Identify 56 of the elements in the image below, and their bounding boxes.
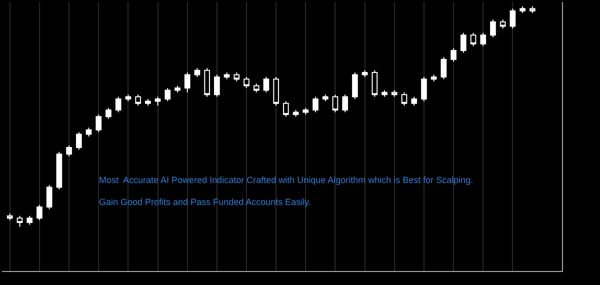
candlestick [470,32,476,47]
candlestick [46,184,52,210]
candlestick [421,76,427,102]
candlestick [362,70,368,78]
candlestick [244,76,250,88]
candlestick [66,144,72,157]
candlestick [372,70,378,98]
candlestick [440,56,447,80]
candlestick [86,127,92,137]
candlestick [430,74,437,82]
candlestick [174,85,180,93]
candlestick [56,151,62,190]
candlestick [96,114,102,133]
candlestick [401,92,408,106]
candlestick [391,90,398,98]
candlestick [164,87,171,102]
candlestick [460,32,466,54]
candlestick [322,94,328,102]
candlestick [312,96,318,113]
annotation: Gain Good Profits and Pass Funded Accounts Easily. [99,197,311,207]
candlestick [352,72,358,100]
candlestick [125,94,132,102]
candlestick [26,215,33,226]
candlestick [302,107,309,115]
candlestick [411,96,418,106]
candlestick [342,94,348,113]
candlestick [332,94,338,113]
candlestick [76,132,82,150]
candlestick [253,83,260,93]
candlestick [382,90,388,98]
candlestick [224,72,230,80]
candlestick [234,72,240,82]
candlestick [283,100,289,118]
candlestick [184,72,190,93]
candlestick [16,215,23,228]
candlestick [292,110,299,118]
candlestick [145,98,151,106]
candlestick [214,74,220,98]
candlestick [450,48,456,62]
candlestick [480,32,486,47]
candlestick [500,19,506,29]
candlestick [106,107,112,120]
candlestick [194,68,200,78]
candlestick [154,96,161,106]
candlestick [510,8,516,29]
candlestick [273,76,279,106]
candlestick [115,96,122,113]
candlestick [36,204,42,221]
candlestick [204,68,210,98]
annotation: Most Accurate AI Powered Indicator Crafted with Unique Algorithm which is Best for Scalping. [99,175,474,185]
candlestick [530,6,536,14]
candlestick [520,6,526,14]
candlestick [135,94,141,106]
candlestick [6,213,13,221]
candlestick [263,76,270,93]
candlestick [490,19,496,38]
